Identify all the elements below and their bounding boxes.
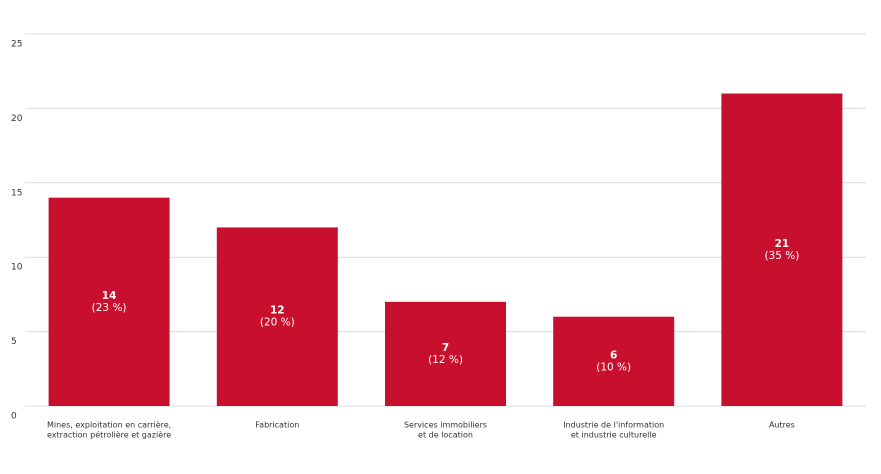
x-tick-label: Mines, exploitation en carrière, <box>47 420 171 430</box>
y-tick-label: 25 <box>11 40 22 50</box>
bar <box>385 301 506 406</box>
share-label: (10 %) <box>596 361 631 373</box>
x-tick-label: et de location <box>418 431 473 440</box>
y-tick-label: 15 <box>11 188 22 198</box>
bar <box>48 197 170 406</box>
x-tick-label: Fabrication <box>255 421 299 430</box>
bar <box>216 227 338 406</box>
value-label: 7 <box>442 342 449 354</box>
x-tick-label: Industrie de l'information <box>563 421 664 430</box>
y-tick-label: 20 <box>11 114 23 124</box>
bar <box>553 316 675 406</box>
value-label: 12 <box>270 305 285 317</box>
share-label: (12 %) <box>428 354 463 366</box>
value-label: 6 <box>610 349 617 361</box>
y-tick-label: 0 <box>11 412 17 422</box>
share-label: (23 %) <box>92 302 127 314</box>
value-label: 21 <box>775 238 790 250</box>
value-label: 14 <box>102 290 117 302</box>
x-tick-label: et industrie culturelle <box>571 431 657 440</box>
x-tick-label: Services immobiliers <box>404 421 487 430</box>
y-tick-label: 5 <box>11 337 17 347</box>
share-label: (35 %) <box>764 250 799 262</box>
y-tick-label: 10 <box>11 263 23 273</box>
bar <box>721 93 843 407</box>
share-label: (20 %) <box>260 317 295 329</box>
x-tick-label: extraction pétrolière et gazière <box>47 430 171 440</box>
x-tick-label: Autres <box>769 421 795 430</box>
